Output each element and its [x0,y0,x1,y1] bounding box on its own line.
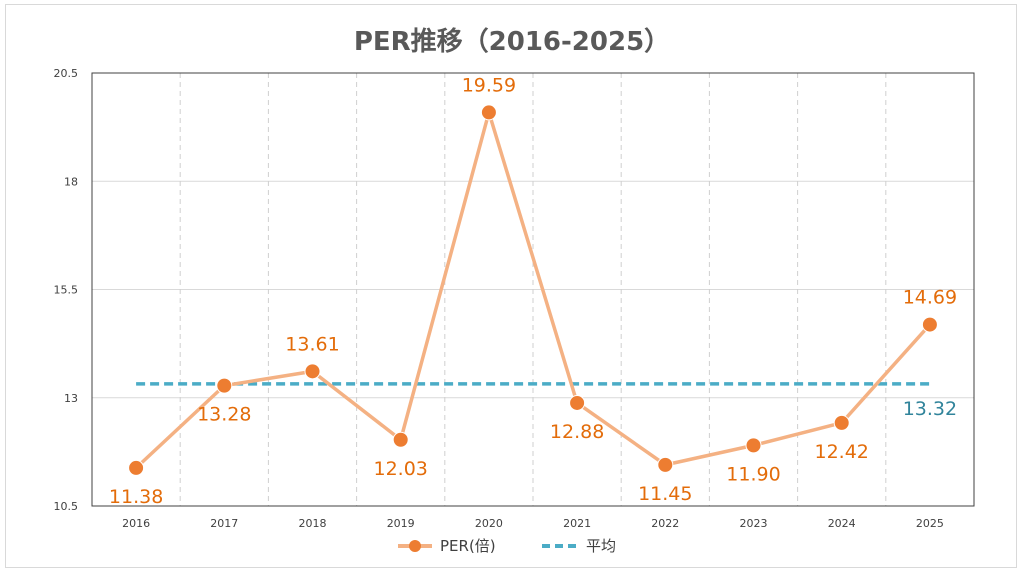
per-point [833,414,850,431]
legend: PER(倍) 平均 [398,537,616,555]
per-point [657,456,674,473]
per-data-label: 13.28 [197,404,251,426]
y-tick-label: 18 [64,175,78,188]
x-tick-label: 2020 [475,517,503,530]
per-point [921,316,938,333]
per-point [216,377,233,394]
legend-per-label: PER(倍) [440,537,496,555]
chart-frame [5,4,1017,568]
x-tick-label: 2017 [210,517,238,530]
per-point [128,459,145,476]
per-point [745,437,762,454]
x-axis-ticks: 2016 2017 2018 2019 2020 2021 2022 2023 2024 2025 [122,517,944,530]
x-tick-label: 2016 [122,517,150,530]
per-data-label: 19.59 [462,74,516,96]
plot-area [91,72,975,507]
per-data-label: 13.61 [285,333,339,355]
per-series: 11.38 13.28 13.61 12.03 19.59 12.88 11.45 11.90… [109,74,957,507]
per-data-label: 12.42 [814,441,868,463]
per-data-label: 11.38 [109,486,163,508]
x-tick-label: 2021 [563,517,591,530]
x-tick-label: 2025 [916,517,944,530]
legend-per-marker [409,540,421,552]
x-tick-label: 2019 [387,517,415,530]
legend-average-label: 平均 [586,537,616,555]
x-tick-label: 2022 [651,517,679,530]
x-tick-label: 2018 [299,517,327,530]
average-series: 13.32 [136,382,957,420]
chart-title: PER推移（2016-2025） [354,27,670,57]
per-point [569,394,586,411]
per-point [480,104,497,121]
per-line [134,110,932,470]
per-data-label: 11.90 [726,463,780,485]
per-data-label: 12.03 [373,458,427,480]
y-tick-label: 13 [64,392,78,405]
x-tick-label: 2023 [740,517,768,530]
per-data-label: 12.88 [550,421,604,443]
average-data-label: 13.32 [903,398,957,420]
per-data-label: 14.69 [903,287,957,309]
x-tick-label: 2024 [828,517,856,530]
per-point [304,363,321,380]
y-tick-label: 10.5 [54,500,79,513]
y-axis-ticks: 10.5 13 15.5 18 20.5 [54,67,79,513]
y-tick-label: 15.5 [54,284,79,297]
per-point [392,431,409,448]
per-data-label: 11.45 [638,483,692,505]
y-tick-label: 20.5 [54,67,79,80]
